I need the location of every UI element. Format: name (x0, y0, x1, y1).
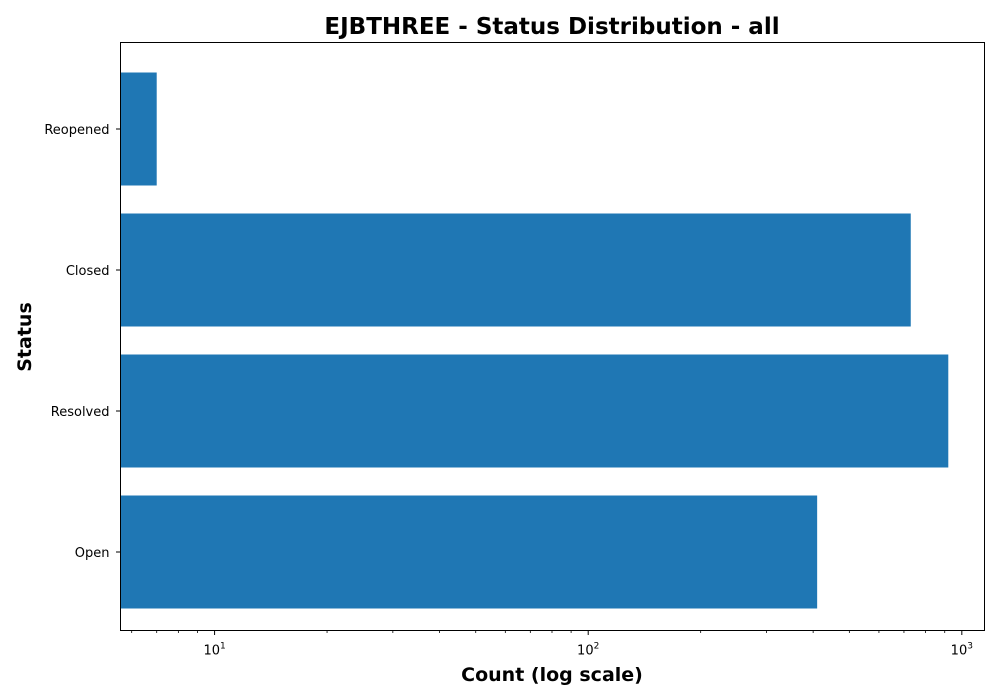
x-axis-ticks: 101 102 103 (131, 630, 973, 659)
bar-resolved (120, 354, 949, 468)
bar-closed (120, 213, 911, 327)
x-tick-label: 102 (577, 642, 599, 659)
y-tick-label: Resolved (51, 405, 110, 420)
plot-frame (120, 42, 985, 631)
bar-reopened (120, 72, 157, 186)
chart-title: EJBTHREE - Status Distribution - all (324, 14, 779, 40)
bars (120, 72, 949, 609)
x-tick-label: 101 (203, 642, 225, 659)
y-tick-label: Open (75, 546, 110, 561)
y-axis-label: Status (14, 302, 36, 372)
y-axis-ticks: Open Resolved Closed Reopened (44, 123, 121, 561)
x-axis-label: Count (log scale) (461, 664, 643, 686)
x-tick-label: 103 (951, 642, 973, 659)
y-tick-label: Closed (66, 264, 110, 279)
bar-open (120, 495, 818, 609)
y-tick-label: Reopened (44, 123, 109, 138)
